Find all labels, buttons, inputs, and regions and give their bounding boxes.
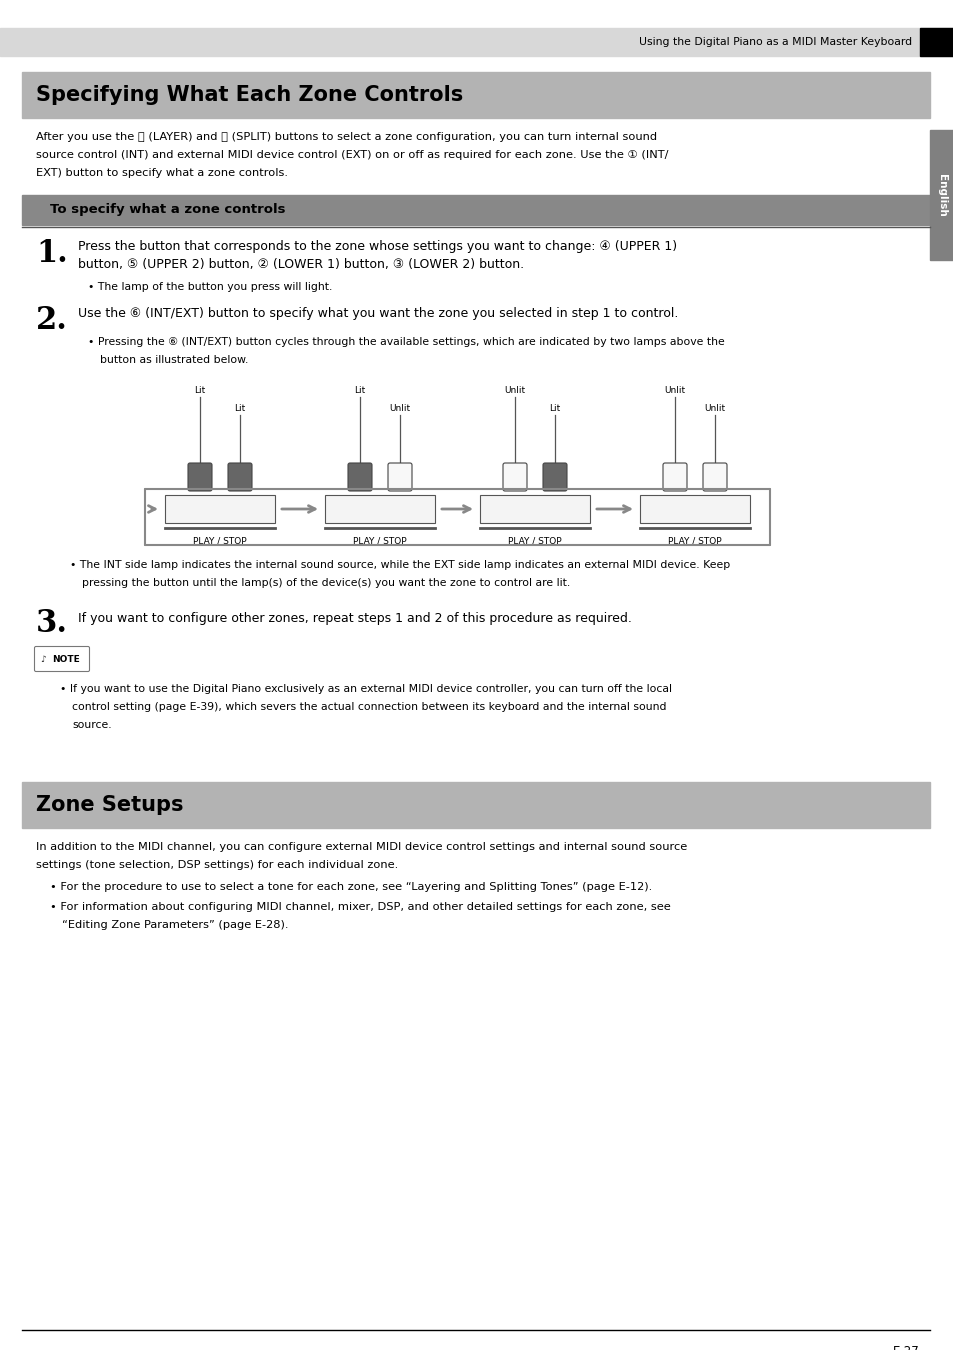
Text: Unlit: Unlit [389, 404, 410, 413]
Text: INT / EXT: INT / EXT [515, 505, 555, 514]
Text: If you want to configure other zones, repeat steps 1 and 2 of this procedure as : If you want to configure other zones, re… [78, 612, 631, 625]
Text: PLAY / STOP: PLAY / STOP [667, 537, 721, 545]
Text: • Pressing the ⑥ (INT/EXT) button cycles through the available settings, which a: • Pressing the ⑥ (INT/EXT) button cycles… [88, 338, 724, 347]
FancyBboxPatch shape [228, 463, 252, 491]
Text: English: English [936, 174, 946, 216]
Text: Using the Digital Piano as a MIDI Master Keyboard: Using the Digital Piano as a MIDI Master… [639, 36, 911, 47]
Bar [165, 495, 274, 522]
Text: Unlit: Unlit [504, 386, 525, 396]
FancyBboxPatch shape [348, 463, 372, 491]
FancyBboxPatch shape [188, 463, 212, 491]
Text: Lit: Lit [354, 386, 365, 396]
FancyBboxPatch shape [702, 463, 726, 491]
Text: PLAY / STOP: PLAY / STOP [193, 537, 247, 545]
Text: EXT) button to specify what a zone controls.: EXT) button to specify what a zone contr… [36, 167, 288, 178]
Bar [22, 782, 929, 828]
Text: Unlit: Unlit [703, 404, 725, 413]
Bar [919, 28, 953, 55]
Bar [0, 28, 953, 55]
Text: button as illustrated below.: button as illustrated below. [100, 355, 248, 364]
Text: button, ⑤ (UPPER 2) button, ② (LOWER 1) button, ③ (LOWER 2) button.: button, ⑤ (UPPER 2) button, ② (LOWER 1) … [78, 258, 523, 271]
Bar [22, 194, 929, 225]
Text: Lit: Lit [194, 386, 206, 396]
Text: “Editing Zone Parameters” (page E-28).: “Editing Zone Parameters” (page E-28). [62, 919, 288, 930]
Text: INT / EXT: INT / EXT [199, 505, 240, 514]
Text: • If you want to use the Digital Piano exclusively as an external MIDI device co: • If you want to use the Digital Piano e… [60, 684, 671, 694]
Bar [22, 72, 929, 117]
Text: E-27: E-27 [892, 1345, 919, 1350]
Bar [325, 495, 435, 522]
Text: Zone Setups: Zone Setups [36, 795, 183, 815]
Text: source control (INT) and external MIDI device control (EXT) on or off as require: source control (INT) and external MIDI d… [36, 150, 668, 161]
FancyBboxPatch shape [662, 463, 686, 491]
Text: • For the procedure to use to select a tone for each zone, see “Layering and Spl: • For the procedure to use to select a t… [50, 882, 652, 892]
Bar [929, 130, 953, 261]
Text: pressing the button until the lamp(s) of the device(s) you want the zone to cont: pressing the button until the lamp(s) of… [82, 578, 570, 589]
Text: source.: source. [71, 720, 112, 730]
Text: INT / EXT: INT / EXT [674, 505, 715, 514]
Text: settings (tone selection, DSP settings) for each individual zone.: settings (tone selection, DSP settings) … [36, 860, 397, 869]
Text: To specify what a zone controls: To specify what a zone controls [50, 204, 285, 216]
Text: Specifying What Each Zone Controls: Specifying What Each Zone Controls [36, 85, 463, 105]
Text: Press the button that corresponds to the zone whose settings you want to change:: Press the button that corresponds to the… [78, 240, 677, 252]
Text: control setting (page E-39), which severs the actual connection between its keyb: control setting (page E-39), which sever… [71, 702, 666, 711]
Text: NOTE: NOTE [52, 655, 80, 663]
Text: Use the ⑥ (INT/EXT) button to specify what you want the zone you selected in ste: Use the ⑥ (INT/EXT) button to specify wh… [78, 306, 678, 320]
FancyBboxPatch shape [34, 647, 90, 671]
Text: Lit: Lit [549, 404, 560, 413]
Text: In addition to the MIDI channel, you can configure external MIDI device control : In addition to the MIDI channel, you can… [36, 842, 686, 852]
Text: PLAY / STOP: PLAY / STOP [353, 537, 406, 545]
Text: ♪: ♪ [40, 655, 46, 663]
Text: INT / EXT: INT / EXT [359, 505, 400, 514]
FancyBboxPatch shape [388, 463, 412, 491]
Text: Lit: Lit [234, 404, 245, 413]
Text: 3.: 3. [36, 608, 68, 639]
Text: After you use the Ⓠ (LAYER) and Ⓣ (SPLIT) buttons to select a zone configuration: After you use the Ⓠ (LAYER) and Ⓣ (SPLIT… [36, 132, 657, 142]
Text: Unlit: Unlit [663, 386, 685, 396]
Text: • The lamp of the button you press will light.: • The lamp of the button you press will … [88, 282, 332, 292]
Text: 2.: 2. [36, 305, 68, 336]
Bar [479, 495, 589, 522]
Bar [639, 495, 749, 522]
Text: • For information about configuring MIDI channel, mixer, DSP, and other detailed: • For information about configuring MIDI… [50, 902, 670, 913]
FancyBboxPatch shape [542, 463, 566, 491]
FancyBboxPatch shape [502, 463, 526, 491]
Text: PLAY / STOP: PLAY / STOP [508, 537, 561, 545]
Text: 1.: 1. [36, 238, 68, 269]
Text: • The INT side lamp indicates the internal sound source, while the EXT side lamp: • The INT side lamp indicates the intern… [70, 560, 729, 570]
